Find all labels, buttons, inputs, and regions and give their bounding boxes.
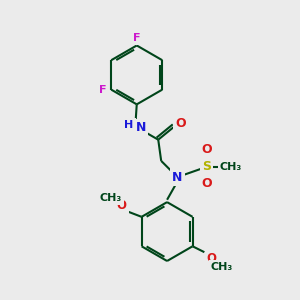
Text: CH₃: CH₃ xyxy=(100,193,122,203)
Text: O: O xyxy=(202,177,212,190)
Text: O: O xyxy=(175,117,186,130)
Text: O: O xyxy=(202,143,212,157)
Text: CH₃: CH₃ xyxy=(220,162,242,172)
Text: N: N xyxy=(135,122,146,134)
Text: H: H xyxy=(124,120,134,130)
Text: S: S xyxy=(202,160,211,173)
Text: F: F xyxy=(133,33,140,43)
Text: CH₃: CH₃ xyxy=(211,262,233,272)
Text: F: F xyxy=(99,85,106,94)
Text: O: O xyxy=(117,199,127,212)
Text: O: O xyxy=(207,252,217,265)
Text: N: N xyxy=(172,171,183,184)
